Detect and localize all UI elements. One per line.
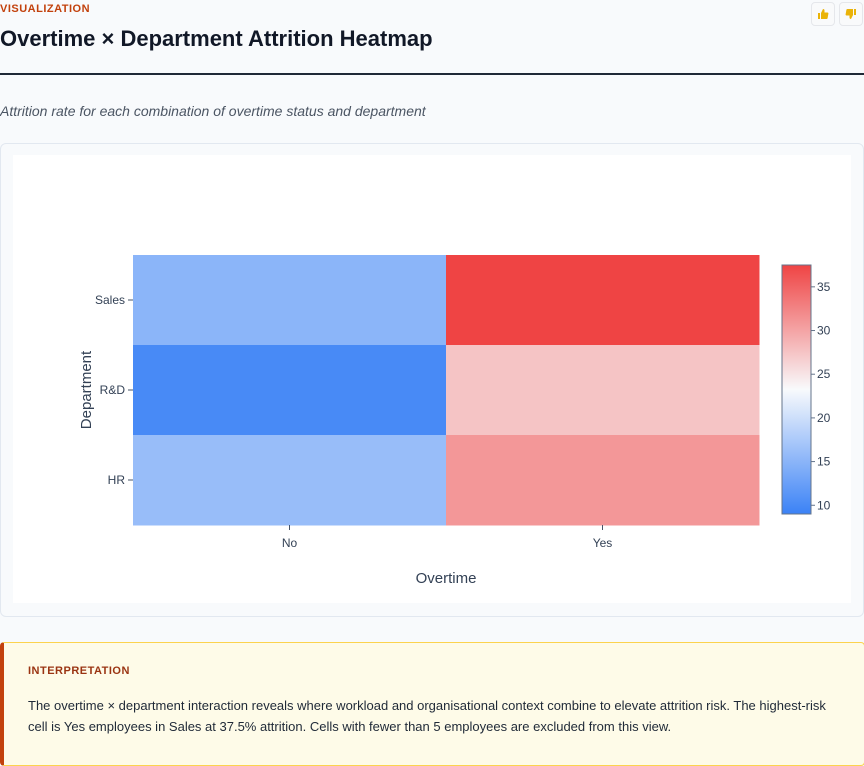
thumbs-up-icon [818, 9, 829, 19]
interpretation-label: INTERPRETATION [28, 665, 130, 677]
colorbar-tick-label: 20 [817, 411, 831, 425]
page-title: Overtime × Department Attrition Heatmap [0, 26, 433, 51]
heatmap-cell [446, 345, 760, 436]
thumbs-down-button[interactable] [839, 2, 863, 26]
heatmap-cell [446, 255, 760, 346]
thumbs-down-icon [845, 9, 856, 19]
y-axis-title: Department [78, 350, 95, 429]
y-tick-label: R&D [100, 383, 126, 397]
heatmap-cell [133, 255, 447, 346]
colorbar-tick-label: 25 [817, 367, 831, 381]
y-tick-label: HR [108, 473, 126, 487]
chart-subtitle: Attrition rate for each combination of o… [0, 103, 426, 119]
heatmap-cell [133, 345, 447, 436]
heatmap-cell [446, 435, 760, 526]
thumbs-up-button[interactable] [811, 2, 835, 26]
colorbar [781, 264, 812, 515]
header-divider [0, 73, 864, 75]
heatmap-cell [133, 435, 447, 526]
interpretation-text: The overtime × department interaction re… [28, 698, 826, 734]
y-tick-label: Sales [95, 293, 125, 307]
heatmap-chart: Sales R&D HR No Yes Overtime Department 10 1… [78, 255, 831, 587]
eyebrow-label: VISUALIZATION [0, 3, 91, 15]
x-tick-label: No [282, 536, 298, 550]
colorbar-tick-label: 35 [817, 280, 831, 294]
colorbar-tick-label: 15 [817, 455, 831, 469]
x-axis-title: Overtime [416, 570, 477, 587]
colorbar-tick-label: 30 [817, 324, 831, 338]
chart-area: Sales R&D HR No Yes Overtime Department 10 1… [13, 155, 851, 603]
x-tick-label: Yes [593, 536, 613, 550]
interpretation-panel: INTERPRETATION The overtime × department… [0, 642, 864, 766]
colorbar-tick-label: 10 [817, 498, 831, 512]
